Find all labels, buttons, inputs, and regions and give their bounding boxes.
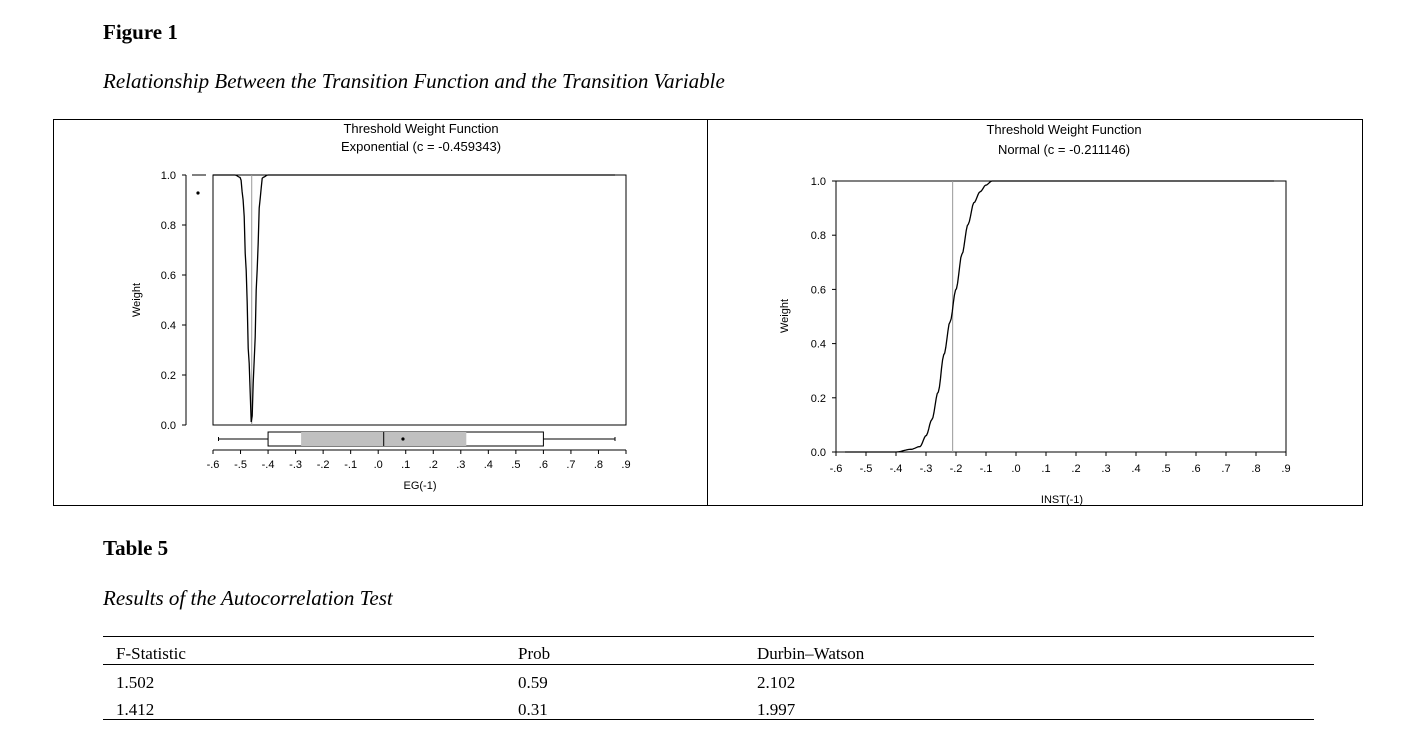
x-tick-label: .3 (1101, 463, 1110, 475)
x-tick-label: .5 (511, 459, 520, 471)
y-axis-label: Weight (131, 283, 143, 317)
y-tick-label: 0.6 (161, 270, 176, 282)
x-axis-label: INST(-1) (1041, 494, 1083, 505)
table-bottom-rule (103, 719, 1314, 720)
x-tick-label: -.3 (289, 459, 302, 471)
x-tick-label: .5 (1161, 463, 1170, 475)
x-tick-label: .6 (539, 459, 548, 471)
table-cell: 1.997 (757, 700, 796, 719)
legend-dot (196, 191, 200, 195)
boxplot (218, 431, 616, 447)
figure-label: Figure 1 (103, 20, 178, 44)
box-mean (401, 437, 405, 441)
y-tick-label: 1.0 (161, 170, 176, 182)
x-tick-label: .8 (594, 459, 603, 471)
x-axis-label: EG(-1) (404, 480, 437, 492)
weight-curve (213, 174, 615, 423)
chart-subtitle: Exponential (c = -0.459343) (341, 139, 501, 154)
figure-caption: Relationship Between the Transition Func… (103, 69, 725, 93)
y-tick-label: 0.2 (811, 393, 826, 405)
table-header-cell: F-Statistic (116, 644, 186, 663)
figure-divider (707, 119, 708, 506)
x-tick-label: .6 (1191, 463, 1200, 475)
table-header-cell: Durbin–Watson (757, 644, 865, 663)
chart-subtitle: Normal (c = -0.211146) (998, 142, 1130, 157)
y-tick-label: 0.4 (161, 320, 176, 332)
weight-curve (845, 180, 1274, 453)
x-tick-label: -.1 (344, 459, 357, 471)
table-cell: 1.502 (116, 673, 155, 692)
x-tick-label: -.6 (830, 463, 843, 475)
exponential-weight-chart: Threshold Weight Function Exponential (c… (131, 121, 631, 492)
x-tick-label: -.1 (980, 463, 993, 475)
x-tick-label: -.5 (234, 459, 247, 471)
x-tick-label: -.3 (920, 463, 933, 475)
y-tick-label: 0.4 (811, 339, 826, 351)
x-tick-label: .7 (566, 459, 575, 471)
table-caption: Results of the Autocorrelation Test (103, 586, 393, 610)
chart-title: Threshold Weight Function (343, 121, 498, 136)
table-cell: 0.31 (518, 700, 548, 719)
y-tick-label: 0.2 (161, 370, 176, 382)
x-tick-label: .1 (401, 459, 410, 471)
table-label: Table 5 (103, 536, 169, 560)
y-tick-label: 1.0 (811, 176, 826, 188)
y-tick-label: 0.0 (811, 447, 826, 459)
x-tick-label: .3 (456, 459, 465, 471)
x-tick-label: -.5 (860, 463, 873, 475)
x-tick-label: .2 (429, 459, 438, 471)
y-tick-label: 0.8 (161, 220, 176, 232)
normal-weight-chart: Threshold Weight Function Normal (c = -0… (779, 122, 1291, 505)
x-tick-label: .8 (1251, 463, 1260, 475)
figure-frame (53, 119, 1363, 506)
table-cell: 0.59 (518, 673, 548, 692)
y-tick-label: 0.6 (811, 284, 826, 296)
x-tick-label: .1 (1041, 463, 1050, 475)
x-tick-label: -.6 (207, 459, 220, 471)
x-tick-label: .2 (1071, 463, 1080, 475)
x-tick-label: -.4 (262, 459, 275, 471)
y-tick-label: 0.8 (811, 230, 826, 242)
table-top-rule (103, 636, 1314, 637)
table-header-rule (103, 664, 1314, 665)
x-tick-label: -.4 (890, 463, 903, 475)
plot-area (835, 180, 1287, 453)
chart-title: Threshold Weight Function (986, 122, 1141, 137)
x-tick-label: .4 (484, 459, 493, 471)
y-tick-label: 0.0 (161, 420, 176, 432)
x-tick-label: -.2 (317, 459, 330, 471)
table-cell: 2.102 (757, 673, 796, 692)
x-tick-label: -.2 (950, 463, 963, 475)
x-tick-label: .7 (1221, 463, 1230, 475)
x-tick-label: .0 (1011, 463, 1020, 475)
x-tick-label: .9 (1281, 463, 1290, 475)
x-tick-label: .9 (621, 459, 630, 471)
plot-area (212, 174, 627, 426)
x-tick-label: .0 (374, 459, 383, 471)
table-header-cell: Prob (518, 644, 551, 663)
y-axis-label: Weight (779, 299, 791, 333)
x-tick-label: .4 (1131, 463, 1140, 475)
table-cell: 1.412 (116, 700, 155, 719)
